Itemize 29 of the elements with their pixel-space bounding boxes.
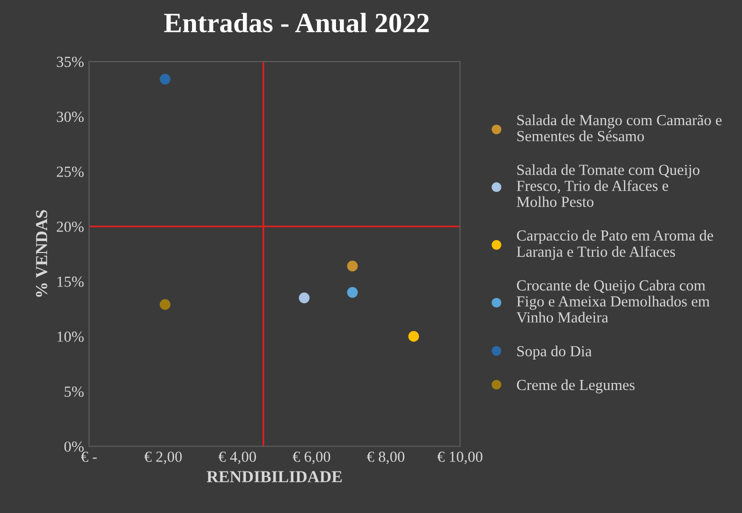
point — [347, 287, 358, 298]
legend-label: Salada de Tomate com Queijo Fresco, Trio de Alfaces e Molho Pesto — [516, 164, 700, 207]
legend-label: Crocante de Queijo Cabra com Figo e Ameixa Demolhados em Vinho Madeira — [516, 280, 710, 323]
y-tick-label: 15% — [58, 276, 84, 287]
x-tick-label: € 4,00 — [218, 452, 256, 464]
y-tick-label: 30% — [56, 112, 84, 122]
y-axis-title: % VENDAS — [36, 210, 48, 297]
y-tick-label: 35% — [56, 56, 84, 68]
y-tick-label: 5% — [64, 386, 84, 397]
x-tick-label: € 2,00 — [144, 452, 182, 464]
legend-label: Salada de Mango com Camarão e Sementes de Sésamo — [517, 114, 722, 142]
y-tick-label: 0% — [64, 441, 84, 452]
point — [347, 260, 358, 272]
legend-label: Carpaccio de Pato em Aroma de Laranja e Ttrio de Alfaces — [516, 230, 714, 260]
chart-title: Entradas - Anual 2022 — [164, 12, 429, 32]
x-axis-title: RENDIBILIDADE — [206, 471, 342, 482]
point — [408, 331, 420, 342]
y-tick-label: 10% — [58, 332, 84, 342]
legend-label: Creme de Legumes — [516, 379, 635, 394]
point — [298, 292, 310, 304]
y-tick-label: 25% — [56, 166, 84, 177]
legend-label: Sopa do Dia — [517, 346, 592, 360]
x-tick-label: € 6,00 — [292, 452, 330, 464]
x-tick-label: € 10,00 — [437, 452, 482, 464]
y-tick-label: 20% — [56, 222, 84, 232]
point — [160, 299, 170, 310]
x-tick-label: € 8,00 — [366, 452, 404, 464]
point — [160, 74, 170, 85]
x-tick-label: € - — [81, 452, 97, 462]
